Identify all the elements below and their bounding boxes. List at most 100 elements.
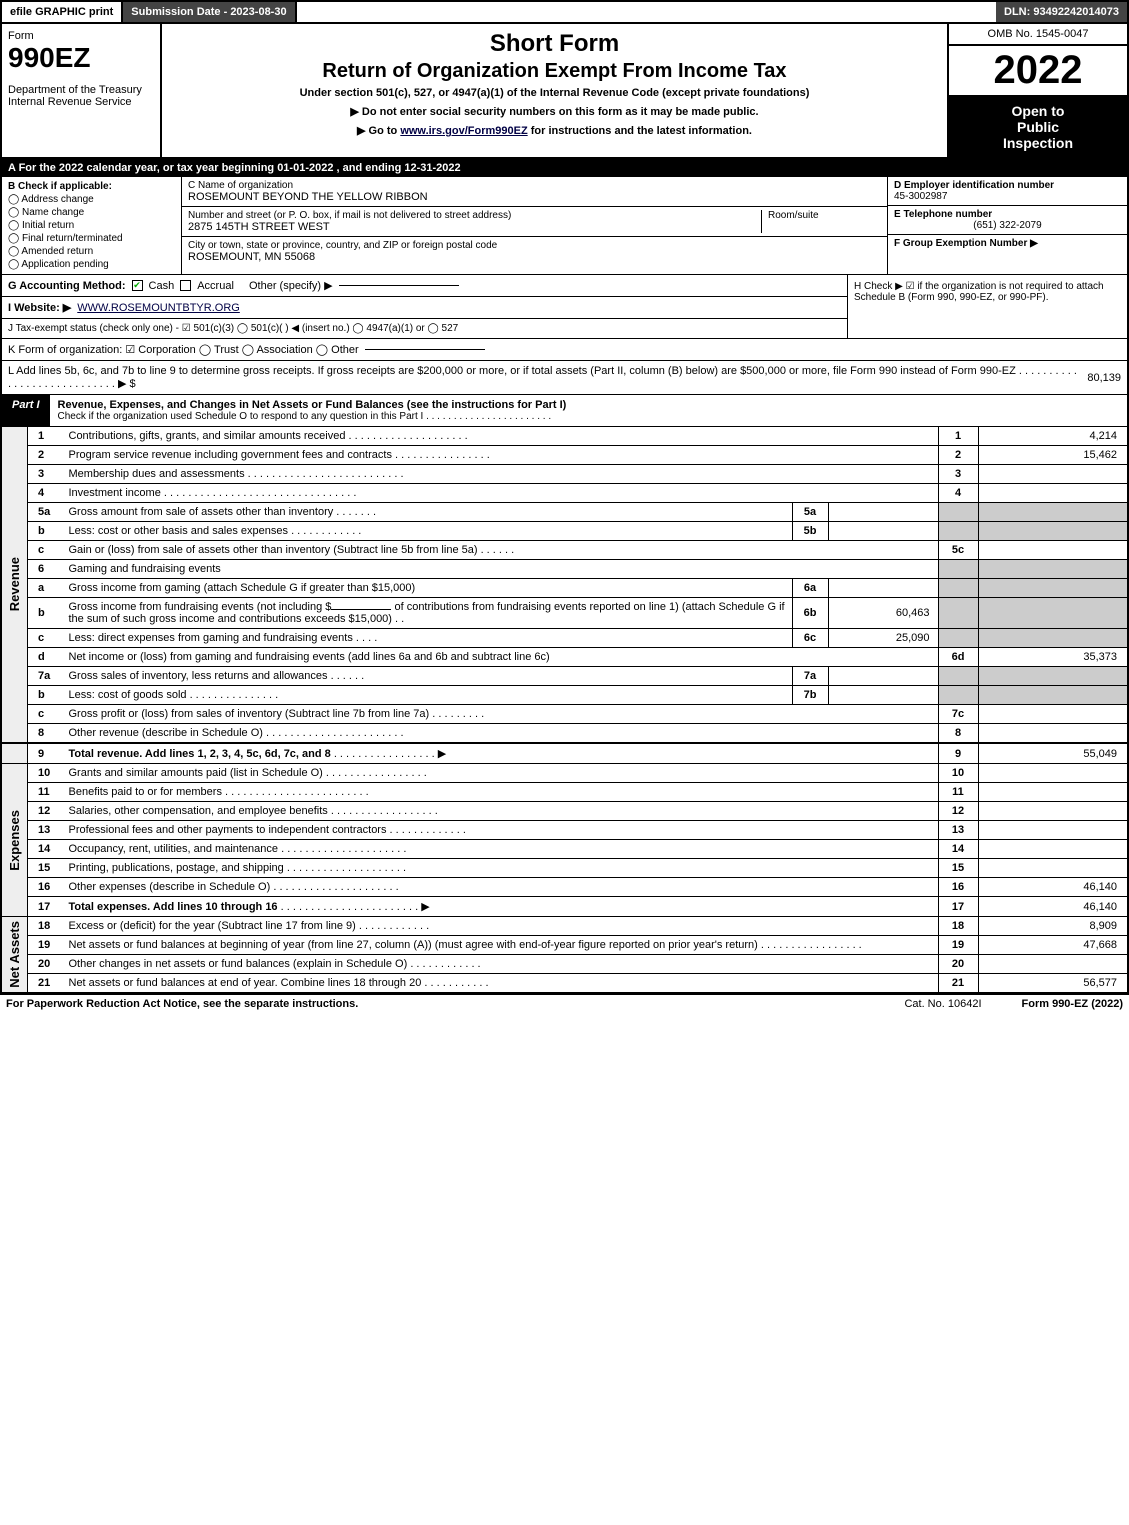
row-i: I Website: ▶ WWW.ROSEMOUNTBTYR.ORG bbox=[2, 297, 847, 319]
side-netassets: Net Assets bbox=[7, 921, 22, 988]
col-d: D Employer identification number 45-3002… bbox=[887, 177, 1127, 274]
submission-date: Submission Date - 2023-08-30 bbox=[123, 2, 296, 22]
chk-application-pending[interactable]: ◯ Application pending bbox=[8, 259, 175, 270]
inspect-line1: Open to bbox=[953, 103, 1123, 119]
line-2: 2Program service revenue including gover… bbox=[1, 446, 1128, 465]
title-short-form: Short Form bbox=[174, 30, 935, 58]
line-4: 4Investment income . . . . . . . . . . .… bbox=[1, 484, 1128, 503]
org-name: ROSEMOUNT BEYOND THE YELLOW RIBBON bbox=[188, 191, 428, 203]
chk-accrual[interactable] bbox=[180, 280, 191, 291]
line-19: 19Net assets or fund balances at beginni… bbox=[1, 936, 1128, 955]
l-text: L Add lines 5b, 6c, and 7b to line 9 to … bbox=[8, 365, 1081, 390]
phone-row: E Telephone number (651) 322-2079 bbox=[888, 206, 1127, 235]
g-cash: Cash bbox=[149, 280, 175, 292]
lines-table: Revenue 1Contributions, gifts, grants, a… bbox=[0, 427, 1129, 993]
open-to-public: Open to Public Inspection bbox=[949, 97, 1127, 157]
line-6: 6Gaming and fundraising events bbox=[1, 560, 1128, 579]
group-row: F Group Exemption Number ▶ bbox=[888, 235, 1127, 252]
col-b: B Check if applicable: ◯ Address change … bbox=[2, 177, 182, 274]
street: 2875 145TH STREET WEST bbox=[188, 221, 761, 233]
irs-link[interactable]: www.irs.gov/Form990EZ bbox=[400, 125, 527, 137]
line-7a: 7aGross sales of inventory, less returns… bbox=[1, 667, 1128, 686]
footer-left: For Paperwork Reduction Act Notice, see … bbox=[6, 998, 358, 1010]
line-9: 9Total revenue. Add lines 1, 2, 3, 4, 5c… bbox=[1, 743, 1128, 764]
line-6a: aGross income from gaming (attach Schedu… bbox=[1, 579, 1128, 598]
col-c: C Name of organization ROSEMOUNT BEYOND … bbox=[182, 177, 887, 274]
part1-title: Revenue, Expenses, and Changes in Net As… bbox=[58, 399, 567, 411]
part1-note: Check if the organization used Schedule … bbox=[58, 411, 1089, 422]
line-3: 3Membership dues and assessments . . . .… bbox=[1, 465, 1128, 484]
dln: DLN: 93492242014073 bbox=[996, 2, 1127, 22]
org-name-row: C Name of organization ROSEMOUNT BEYOND … bbox=[182, 177, 887, 207]
line-17: 17Total expenses. Add lines 10 through 1… bbox=[1, 897, 1128, 917]
line-6d: dNet income or (loss) from gaming and fu… bbox=[1, 648, 1128, 667]
line-18: Net Assets 18Excess or (deficit) for the… bbox=[1, 917, 1128, 936]
g-accrual: Accrual bbox=[197, 280, 234, 292]
city-row: City or town, state or province, country… bbox=[182, 237, 887, 266]
line-10: Expenses 10Grants and similar amounts pa… bbox=[1, 764, 1128, 783]
page-footer: For Paperwork Reduction Act Notice, see … bbox=[0, 993, 1129, 1013]
i-label: I Website: ▶ bbox=[8, 301, 71, 314]
row-h: H Check ▶ ☑ if the organization is not r… bbox=[847, 275, 1127, 338]
g-label: G Accounting Method: bbox=[8, 280, 126, 292]
line-6b: b Gross income from fundraising events (… bbox=[1, 598, 1128, 629]
chk-initial-return[interactable]: ◯ Initial return bbox=[8, 220, 175, 231]
efile-print[interactable]: efile GRAPHIC print bbox=[2, 2, 123, 22]
side-revenue: Revenue bbox=[7, 557, 22, 611]
header-right: OMB No. 1545-0047 2022 Open to Public In… bbox=[947, 24, 1127, 157]
chk-amended-return[interactable]: ◯ Amended return bbox=[8, 246, 175, 257]
footer-center: Cat. No. 10642I bbox=[904, 998, 981, 1010]
line-8: 8Other revenue (describe in Schedule O) … bbox=[1, 724, 1128, 744]
website-link[interactable]: WWW.ROSEMOUNTBTYR.ORG bbox=[77, 302, 240, 314]
chk-cash[interactable] bbox=[132, 280, 143, 291]
form-number: 990EZ bbox=[8, 42, 154, 74]
line-6c: cLess: direct expenses from gaming and f… bbox=[1, 629, 1128, 648]
line-14: 14Occupancy, rent, utilities, and mainte… bbox=[1, 840, 1128, 859]
section-bcd: B Check if applicable: ◯ Address change … bbox=[0, 177, 1129, 275]
row-k: K Form of organization: ☑ Corporation ◯ … bbox=[0, 339, 1129, 361]
line-5a: 5aGross amount from sale of assets other… bbox=[1, 503, 1128, 522]
top-bar: efile GRAPHIC print Submission Date - 20… bbox=[0, 0, 1129, 24]
g-other-input[interactable] bbox=[339, 285, 459, 286]
ein-label: D Employer identification number bbox=[894, 180, 1121, 191]
goto-post: for instructions and the latest informat… bbox=[528, 125, 752, 137]
ein: 45-3002987 bbox=[894, 191, 1121, 202]
row-l: L Add lines 5b, 6c, and 7b to line 9 to … bbox=[0, 361, 1129, 395]
line-7c: cGross profit or (loss) from sales of in… bbox=[1, 705, 1128, 724]
k-other-input[interactable] bbox=[365, 349, 485, 350]
b-header: B Check if applicable: bbox=[8, 181, 175, 192]
goto-link-row: ▶ Go to www.irs.gov/Form990EZ for instru… bbox=[174, 124, 935, 137]
line-12: 12Salaries, other compensation, and empl… bbox=[1, 802, 1128, 821]
chk-address-change[interactable]: ◯ Address change bbox=[8, 194, 175, 205]
department: Department of the Treasury Internal Reve… bbox=[8, 84, 154, 108]
footer-right: Form 990-EZ (2022) bbox=[1022, 998, 1123, 1010]
k-text: K Form of organization: ☑ Corporation ◯ … bbox=[8, 343, 359, 356]
inspect-line2: Public bbox=[953, 119, 1123, 135]
line-7b: bLess: cost of goods sold . . . . . . . … bbox=[1, 686, 1128, 705]
line-20: 20Other changes in net assets or fund ba… bbox=[1, 955, 1128, 974]
gh-wrap: G Accounting Method: Cash Accrual Other … bbox=[0, 275, 1129, 339]
line-5c: cGain or (loss) from sale of assets othe… bbox=[1, 541, 1128, 560]
line-13: 13Professional fees and other payments t… bbox=[1, 821, 1128, 840]
row-j: J Tax-exempt status (check only one) - ☑… bbox=[2, 319, 847, 338]
chk-name-change[interactable]: ◯ Name change bbox=[8, 207, 175, 218]
row-a-taxyear: A For the 2022 calendar year, or tax yea… bbox=[0, 159, 1129, 177]
form-header: Form 990EZ Department of the Treasury In… bbox=[0, 24, 1129, 159]
group-label: F Group Exemption Number ▶ bbox=[894, 238, 1121, 249]
city-label: City or town, state or province, country… bbox=[188, 240, 497, 251]
line6b-blank[interactable] bbox=[331, 609, 391, 610]
line-11: 11Benefits paid to or for members . . . … bbox=[1, 783, 1128, 802]
goto-pre: ▶ Go to bbox=[357, 125, 400, 137]
row-g: G Accounting Method: Cash Accrual Other … bbox=[2, 275, 847, 297]
header-center: Short Form Return of Organization Exempt… bbox=[162, 24, 947, 157]
line-5b: bLess: cost or other basis and sales exp… bbox=[1, 522, 1128, 541]
g-other: Other (specify) ▶ bbox=[249, 279, 333, 292]
side-expenses: Expenses bbox=[7, 810, 22, 871]
part1-header: Part I Revenue, Expenses, and Changes in… bbox=[0, 395, 1129, 427]
tax-year: 2022 bbox=[949, 46, 1127, 97]
line-21: 21Net assets or fund balances at end of … bbox=[1, 974, 1128, 993]
h-text: H Check ▶ ☑ if the organization is not r… bbox=[854, 281, 1104, 303]
phone: (651) 322-2079 bbox=[894, 220, 1121, 231]
chk-final-return[interactable]: ◯ Final return/terminated bbox=[8, 233, 175, 244]
header-left: Form 990EZ Department of the Treasury In… bbox=[2, 24, 162, 157]
